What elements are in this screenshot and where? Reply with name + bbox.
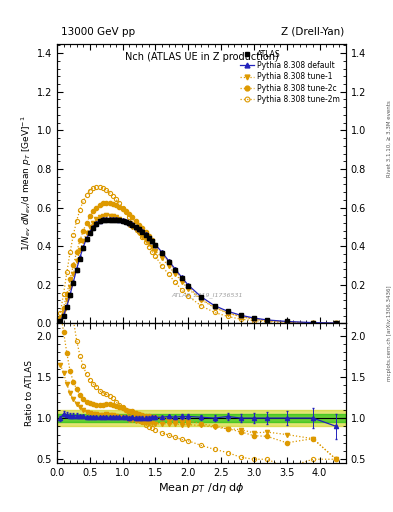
Bar: [57, 410, 346, 426]
Text: Rivet 3.1.10, ≥ 3.3M events: Rivet 3.1.10, ≥ 3.3M events: [387, 100, 392, 177]
Legend: ATLAS, Pythia 8.308 default, Pythia 8.308 tune-1, Pythia 8.308 tune-2c, Pythia 8: ATLAS, Pythia 8.308 default, Pythia 8.30…: [238, 47, 342, 106]
Bar: [57, 414, 346, 422]
X-axis label: Mean $p_{T}$ /d$\eta$ d$\phi$: Mean $p_{T}$ /d$\eta$ d$\phi$: [158, 481, 245, 495]
Y-axis label: $1/N_{ev}$ $dN_{ev}$/d mean $p_{T}$ [GeV]$^{-1}$: $1/N_{ev}$ $dN_{ev}$/d mean $p_{T}$ [GeV…: [20, 116, 34, 251]
Text: Nch (ATLAS UE in Z production): Nch (ATLAS UE in Z production): [125, 52, 278, 62]
Y-axis label: Ratio to ATLAS: Ratio to ATLAS: [25, 360, 34, 426]
Text: 13000 GeV pp: 13000 GeV pp: [61, 27, 135, 37]
Text: ATLAS_2019_I1736531: ATLAS_2019_I1736531: [171, 292, 243, 298]
Text: Z (Drell-Yan): Z (Drell-Yan): [281, 27, 344, 37]
Text: mcplots.cern.ch [arXiv:1306.3436]: mcplots.cern.ch [arXiv:1306.3436]: [387, 285, 392, 380]
